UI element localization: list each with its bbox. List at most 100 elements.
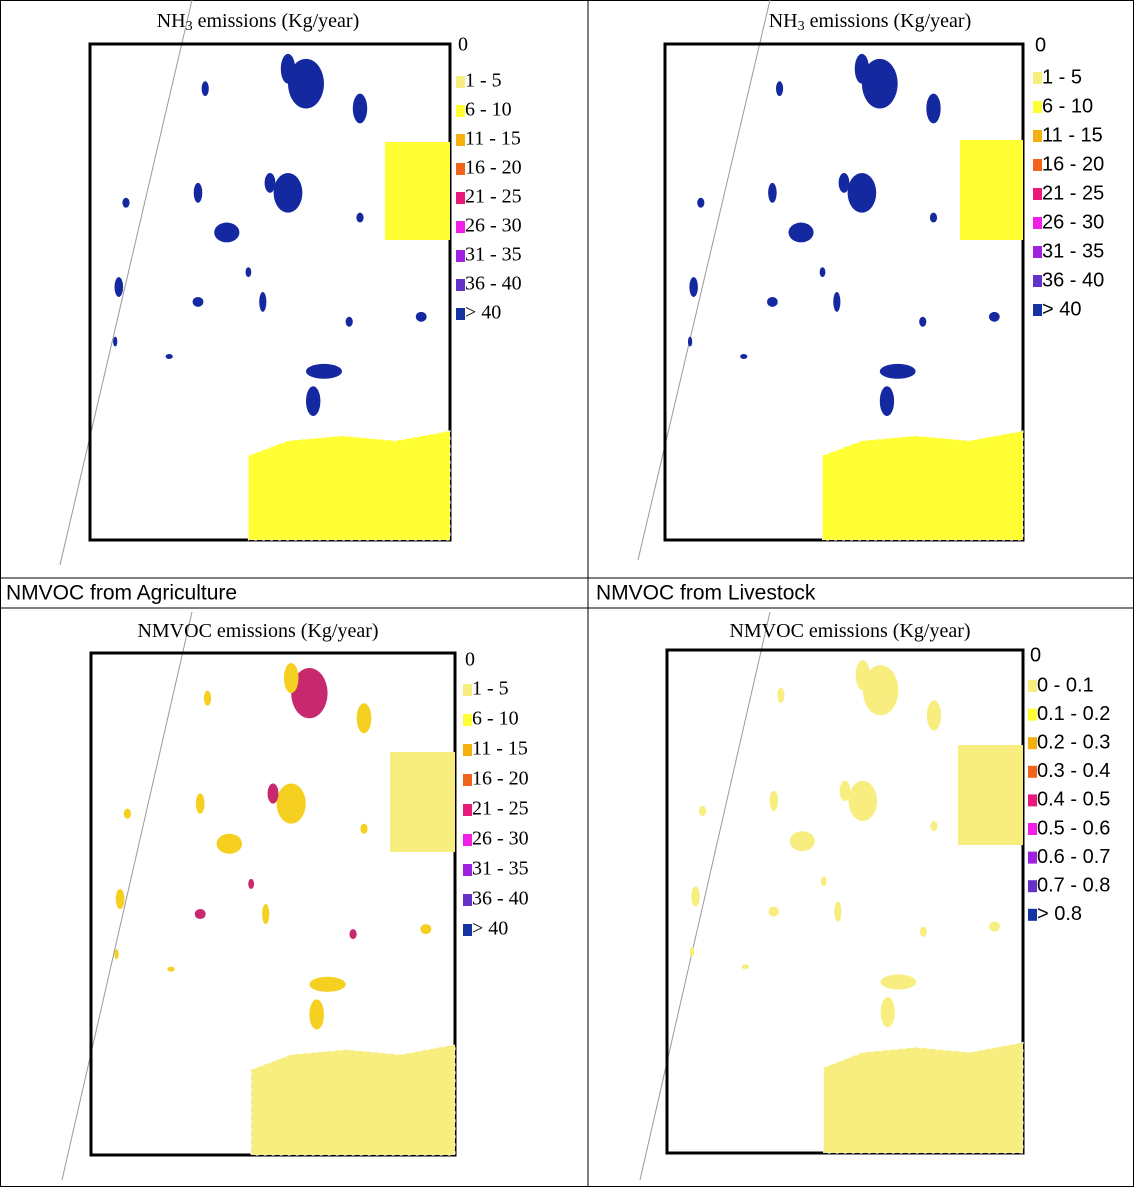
legend-swatch <box>1028 737 1037 750</box>
emission-area <box>833 292 841 312</box>
emission-area <box>789 831 815 852</box>
emission-area <box>989 921 1000 932</box>
legend-swatch <box>1033 130 1042 142</box>
legend-label: 6 - 10 <box>472 708 519 730</box>
emission-area <box>248 878 255 889</box>
legend-label: 0.5 - 0.6 <box>1037 817 1110 839</box>
emission-area <box>201 81 209 97</box>
legend-label: 0.2 - 0.3 <box>1037 731 1110 753</box>
emission-area <box>306 363 342 379</box>
emission-area <box>356 212 364 223</box>
emission-area <box>741 964 749 970</box>
emission-area <box>848 780 878 822</box>
legend-swatch <box>456 76 465 88</box>
coastline <box>59 0 193 566</box>
emission-area <box>697 197 705 208</box>
legend-label: > 0.8 <box>1037 903 1082 925</box>
legend-label: 0 <box>1035 34 1046 56</box>
emission-area <box>767 296 778 307</box>
legend-swatch <box>463 804 472 816</box>
emission-area <box>273 172 303 213</box>
emission-area <box>194 909 206 920</box>
emission-area <box>769 790 779 811</box>
emission-area <box>687 336 693 347</box>
emission-area <box>854 53 870 84</box>
legend-swatch <box>1028 680 1037 692</box>
emission-area <box>291 668 328 719</box>
legend-label: 0.1 - 0.2 <box>1037 703 1110 725</box>
legend-swatch <box>1033 159 1042 171</box>
legend-swatch <box>463 924 472 936</box>
emission-area <box>777 687 785 703</box>
legend-swatch <box>463 864 472 876</box>
legend-swatch <box>1028 765 1037 778</box>
emission-area <box>216 833 243 854</box>
title-part: emissions (Kg/year) <box>805 10 972 32</box>
emission-area <box>203 690 212 706</box>
emission-area <box>309 976 346 992</box>
emission-area <box>689 277 698 297</box>
emission-area <box>960 140 1023 240</box>
emission-area <box>247 430 451 541</box>
emission-area <box>420 924 432 935</box>
legend-swatch <box>1028 908 1037 921</box>
legend-label: 0 <box>465 649 475 671</box>
legend-swatch <box>1028 794 1037 807</box>
emission-area <box>855 660 870 691</box>
emission-area <box>926 93 941 124</box>
legend-label: 21 - 25 <box>465 186 522 208</box>
emission-area <box>250 1043 456 1156</box>
map-title: NMVOC emissions (Kg/year) <box>729 620 970 642</box>
emission-area <box>283 663 299 694</box>
legend-label: 26 - 30 <box>465 215 522 237</box>
legend-label: 31 - 35 <box>472 858 529 880</box>
emission-area <box>820 876 827 887</box>
legend-swatch <box>1033 275 1042 287</box>
legend-swatch <box>1033 217 1042 229</box>
legend-swatch <box>456 134 465 146</box>
legend-label: 0 - 0.1 <box>1037 674 1094 696</box>
coastline <box>639 611 771 1181</box>
legend-label: 21 - 25 <box>472 798 529 820</box>
legend-swatch <box>456 279 465 291</box>
emission-area <box>167 966 175 972</box>
legend-swatch <box>463 834 472 846</box>
legend-label: 0.4 - 0.5 <box>1037 789 1110 811</box>
emission-area <box>775 81 784 97</box>
legend-label: 31 - 35 <box>1042 240 1104 262</box>
emission-area <box>259 292 267 312</box>
emission-area <box>689 946 695 957</box>
emission-area <box>360 823 368 834</box>
legend-swatch <box>1033 101 1042 113</box>
emission-area <box>309 999 324 1030</box>
legend-label: 0.7 - 0.8 <box>1037 874 1110 896</box>
emission-area <box>699 805 707 816</box>
legend-swatch <box>463 774 472 786</box>
legend-label: 21 - 25 <box>1042 182 1104 204</box>
legend-label: 36 - 40 <box>465 273 522 295</box>
emission-area <box>880 974 917 990</box>
legend-label: 16 - 20 <box>1042 153 1104 175</box>
legend-label: 36 - 40 <box>1042 269 1104 291</box>
emission-area <box>262 904 270 925</box>
legend-label: 11 - 15 <box>1042 124 1103 146</box>
legend-label: 16 - 20 <box>472 768 529 790</box>
map-title: NMVOC emissions (Kg/year) <box>137 620 378 642</box>
emission-area <box>306 386 321 416</box>
emission-area <box>919 926 927 937</box>
legend-label: 1 - 5 <box>1042 66 1082 88</box>
legend-label: 26 - 30 <box>1042 211 1104 233</box>
emission-area <box>114 949 119 960</box>
emission-area <box>930 821 938 832</box>
title-part: emissions (Kg/year) <box>193 10 360 32</box>
emission-area <box>276 783 306 824</box>
row-label: NMVOC from Agriculture <box>6 582 237 605</box>
legend-label: > 40 <box>1042 298 1081 320</box>
emission-area <box>390 752 455 852</box>
emission-area <box>768 182 777 203</box>
legend-swatch <box>463 684 472 696</box>
emission-area <box>345 316 353 327</box>
emission-area <box>879 386 895 416</box>
